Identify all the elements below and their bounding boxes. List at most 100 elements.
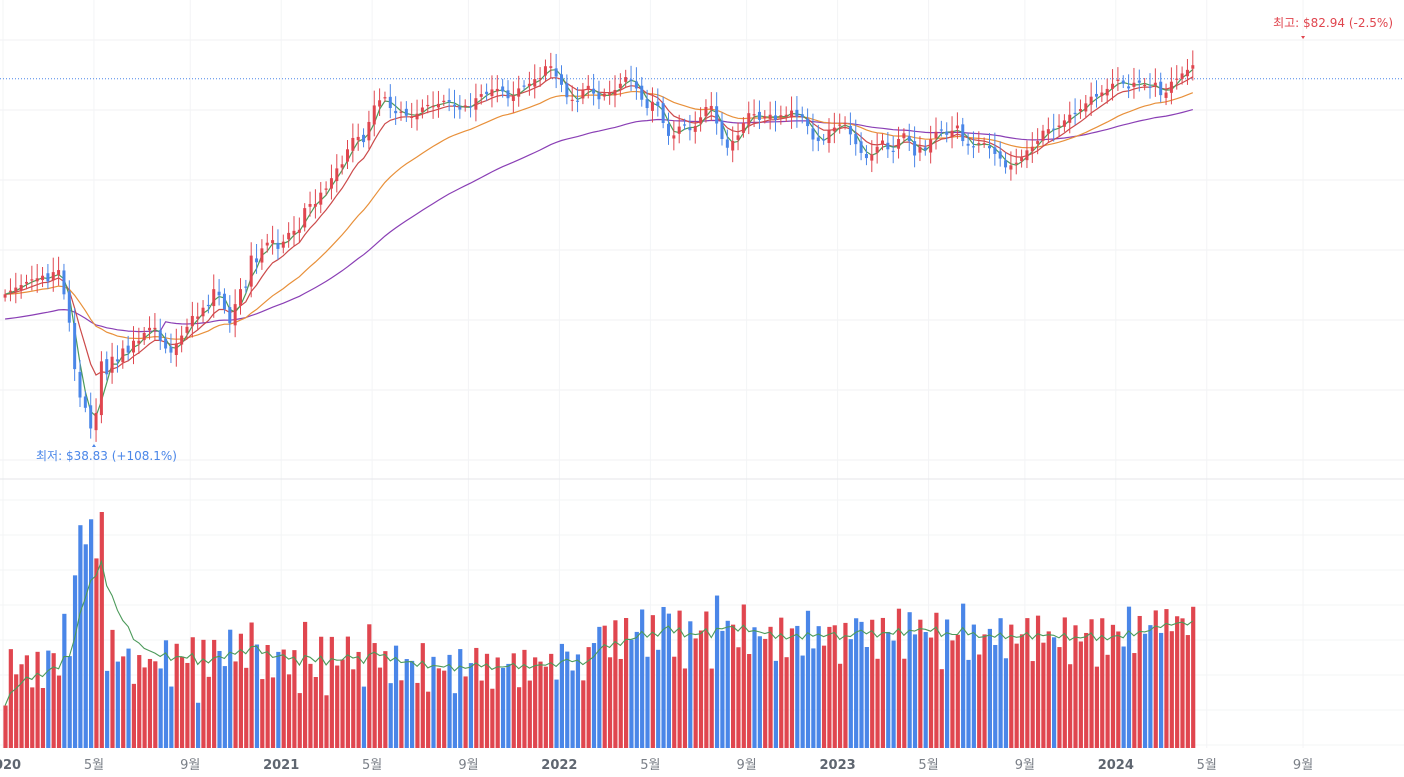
candle-body bbox=[164, 338, 168, 349]
candle-body bbox=[394, 110, 398, 114]
volume-bar bbox=[324, 695, 329, 748]
volume-bar bbox=[479, 680, 484, 748]
volume-bar bbox=[121, 656, 126, 748]
volume-bar bbox=[891, 640, 896, 748]
volume-bar bbox=[137, 655, 142, 748]
candle-body bbox=[779, 115, 783, 118]
volume-bar bbox=[3, 705, 8, 748]
volume-bar bbox=[335, 665, 340, 748]
volume-bar bbox=[955, 634, 960, 748]
x-tick-label: 5월 bbox=[918, 758, 938, 773]
volume-bar bbox=[1041, 642, 1046, 748]
candle-body bbox=[388, 96, 392, 109]
volume-bar bbox=[426, 691, 431, 748]
volume-bar bbox=[265, 645, 270, 748]
volume-bar bbox=[1180, 618, 1185, 748]
candle-body bbox=[902, 133, 906, 139]
volume-bar bbox=[24, 655, 29, 748]
volume-bar bbox=[854, 618, 859, 748]
candle-body bbox=[506, 90, 510, 99]
candle-body bbox=[1148, 86, 1152, 88]
candle-body bbox=[458, 106, 462, 110]
volume-bar bbox=[233, 661, 238, 748]
volume-bar bbox=[591, 643, 597, 748]
volume-bar bbox=[410, 660, 415, 748]
volume-bar bbox=[495, 657, 500, 748]
volume-bar bbox=[62, 613, 67, 748]
volume-bar bbox=[677, 610, 682, 748]
candle-body bbox=[688, 127, 692, 131]
volume-bar bbox=[843, 622, 848, 748]
volume-bar bbox=[752, 627, 757, 748]
candle-body bbox=[1009, 165, 1013, 170]
candle-body bbox=[1169, 81, 1173, 93]
volume-bar bbox=[747, 654, 752, 748]
candle-body bbox=[1132, 82, 1136, 87]
candle-body bbox=[1153, 82, 1157, 86]
candle-body bbox=[453, 104, 456, 107]
volume-bar bbox=[864, 647, 869, 748]
candle-body bbox=[1180, 73, 1184, 80]
volume-bar bbox=[517, 687, 522, 748]
x-tick-label: 2020 bbox=[0, 758, 21, 773]
volume-bar bbox=[977, 654, 982, 748]
candle-body bbox=[1164, 92, 1168, 98]
volume-bar bbox=[1105, 654, 1110, 748]
candle-body bbox=[329, 178, 333, 189]
candle-body bbox=[757, 111, 761, 120]
candle-body bbox=[848, 125, 852, 135]
volume-bar bbox=[340, 659, 345, 748]
candle-body bbox=[993, 147, 997, 154]
candle-body bbox=[1020, 157, 1024, 162]
volume-bar bbox=[1009, 624, 1014, 748]
candle-body bbox=[217, 291, 221, 296]
candle-body bbox=[206, 304, 210, 307]
candle-body bbox=[549, 66, 553, 68]
volume-bar bbox=[377, 667, 383, 748]
volume-bar bbox=[329, 636, 334, 748]
candle-body bbox=[720, 120, 724, 139]
volume-bar bbox=[559, 643, 564, 748]
volume-bar bbox=[297, 693, 302, 748]
candle-body bbox=[25, 281, 28, 284]
candle-body bbox=[709, 105, 713, 110]
candle-body bbox=[233, 304, 237, 326]
volume-bar bbox=[292, 650, 297, 748]
candle-body bbox=[982, 143, 986, 145]
volume-bar bbox=[527, 680, 532, 748]
volume-bar bbox=[19, 664, 24, 748]
volume-bar bbox=[811, 648, 816, 748]
candle-body bbox=[14, 287, 18, 292]
volume-bar bbox=[420, 643, 425, 748]
candle-body bbox=[768, 114, 772, 119]
volume-bar bbox=[1169, 631, 1174, 748]
candle-body bbox=[752, 114, 756, 116]
candle-body bbox=[346, 149, 349, 162]
volume-bar bbox=[174, 643, 179, 748]
candle-body bbox=[538, 78, 542, 80]
volume-bar bbox=[1078, 641, 1083, 748]
volume-bar bbox=[554, 679, 559, 748]
volume-bar bbox=[586, 647, 591, 748]
ma60-line bbox=[5, 90, 1194, 340]
volume-bar bbox=[859, 621, 864, 748]
volume-bar bbox=[319, 636, 324, 748]
volume-bar bbox=[934, 612, 939, 748]
volume-bar bbox=[848, 639, 853, 748]
volume-bar bbox=[179, 656, 185, 748]
candle-body bbox=[613, 89, 617, 96]
volume-bar bbox=[773, 660, 778, 748]
volume-bar bbox=[725, 620, 730, 748]
volume-bar bbox=[356, 651, 361, 748]
volume-bar bbox=[682, 668, 688, 748]
volume-ma-line bbox=[4, 559, 1194, 706]
volume-bar bbox=[185, 662, 190, 748]
candle-body bbox=[485, 91, 489, 95]
candle-body bbox=[1127, 86, 1131, 89]
candle-body bbox=[297, 229, 301, 233]
candle-body bbox=[222, 293, 226, 310]
volume-bar bbox=[607, 657, 613, 748]
candle-body bbox=[41, 275, 45, 281]
candle-body bbox=[1068, 114, 1072, 123]
candle-body bbox=[923, 147, 927, 150]
